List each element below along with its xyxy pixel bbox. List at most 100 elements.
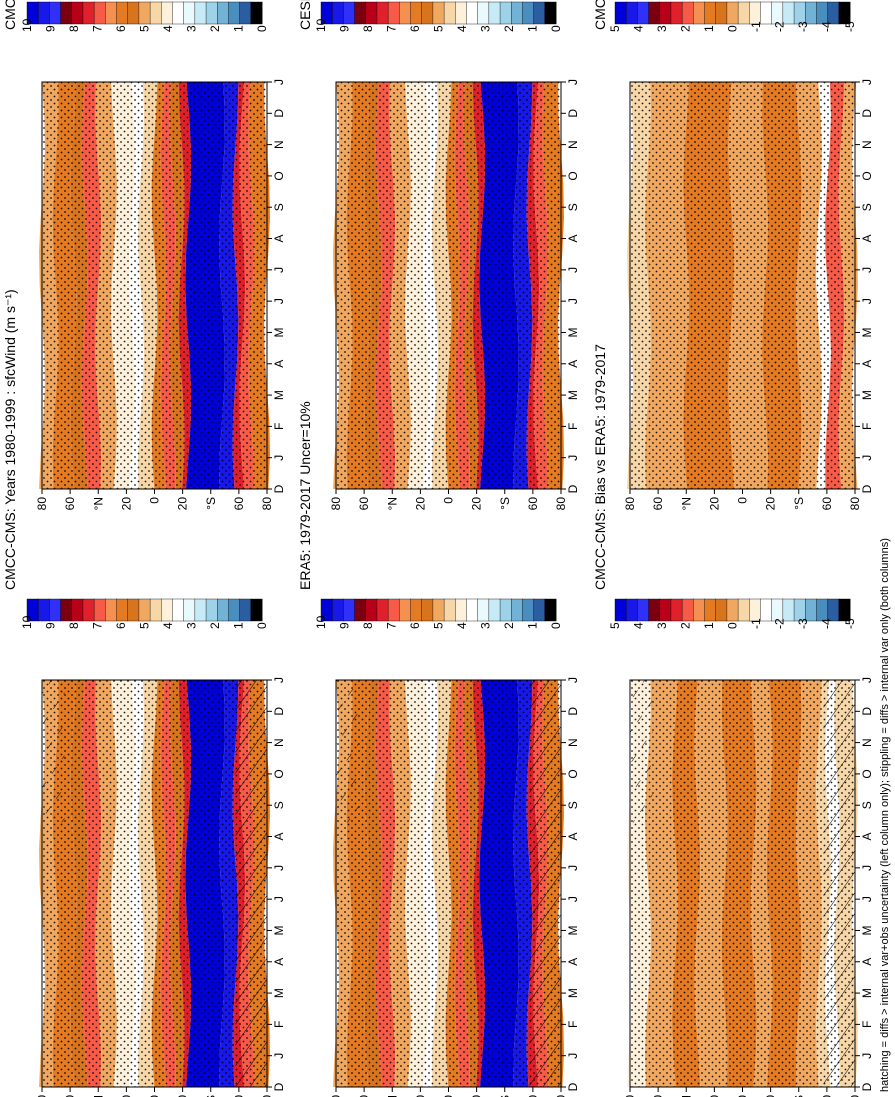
panel-title-left-bottom: CMCC-CMS: Bias vs ERA5: 1979-2017: [592, 344, 608, 590]
colorbar-right-bottom: 5 4 3 2 1 0 -1 -2 -3 -4 -5: [608, 1, 857, 32]
colorbar-swatch: [726, 1, 739, 25]
colorbar-swatch: [127, 1, 140, 25]
lat-tick-label: 80: [623, 1095, 637, 1097]
colorbar-swatch: [343, 1, 356, 25]
figure-footnote: hatching = diffs > internal var+obs unce…: [879, 538, 891, 1092]
colorbar-swatch: [704, 598, 717, 622]
colorbar-swatch: [544, 598, 557, 622]
colorbar-swatch: [533, 1, 546, 25]
lat-tick-label: 60: [232, 1095, 246, 1097]
colorbar-swatch: [793, 1, 806, 25]
panel-cmcc-climatology-right: 10 9 8 7 6 5 4 3 2 1 0 80 60 °N 20 0 20 °S 60 80DJFMAMJJAS…: [2, 0, 286, 510]
colorbar-swatch: [387, 1, 400, 25]
colorbar-swatch: [250, 1, 263, 25]
colorbar-swatch: [625, 598, 638, 622]
heatmap-right-bottom: 80 60 °N 20 0 20 °S 60 80 D J F M A M J J A S O N D J: [623, 79, 874, 510]
colorbar-left-top: 10 9 8 7 6 5 4 3 2 1 0: [20, 598, 269, 629]
lat-tick-label: °N: [385, 1095, 399, 1097]
month-label: N: [272, 140, 286, 149]
colorbar-swatch: [432, 598, 445, 622]
month-label: A: [566, 958, 580, 966]
month-label: J: [272, 267, 286, 273]
colorbar-swatch: [544, 1, 557, 25]
colorbar-tick-label: 4: [632, 622, 646, 629]
colorbar-tick-label: -4: [820, 21, 834, 32]
colorbar-tick-label: 9: [338, 622, 352, 629]
colorbar-swatch: [399, 598, 412, 622]
colorbar-swatch: [217, 1, 229, 25]
colorbar-tick-label: 2: [679, 25, 693, 32]
month-label: M: [272, 925, 286, 935]
colorbar-swatch: [511, 598, 523, 622]
lat-tick-label: 80: [329, 1095, 343, 1097]
stippling-overlay: [42, 82, 267, 489]
colorbar-tick-label: 3: [185, 622, 199, 629]
month-label: J: [566, 865, 580, 871]
lat-tick-label: 20: [764, 1095, 778, 1097]
lat-tick-label: 0: [736, 1095, 750, 1097]
colorbar-tick-label: 6: [408, 25, 422, 32]
colorbar-tick-label: 8: [361, 25, 375, 32]
month-label: M: [272, 988, 286, 998]
colorbar-swatch: [60, 1, 73, 25]
colorbar-swatch: [354, 1, 367, 25]
heatmap-left-middle: 80 60 °N 20 0 20 °S 60 80 D J F M A M J J A S O N D J: [329, 677, 580, 1097]
lat-tick-label: 20: [119, 497, 133, 511]
colorbar-swatch: [805, 1, 817, 25]
colorbar-tick-label: -3: [796, 618, 810, 629]
hatching-overlay: [823, 680, 855, 1087]
colorbar-swatch: [681, 1, 694, 25]
lat-tick-label: 80: [554, 1095, 568, 1097]
colorbar-swatch: [161, 598, 173, 622]
colorbar-swatch: [331, 598, 344, 622]
month-label: O: [566, 769, 580, 778]
month-label: N: [860, 140, 874, 149]
lat-tick-label: 80: [329, 497, 343, 511]
stippling-overlay: [42, 680, 267, 1087]
colorbar-swatch: [376, 1, 389, 25]
colorbar-tick-label: 2: [208, 622, 222, 629]
stippling-overlay: [336, 680, 561, 1087]
month-label: M: [566, 925, 580, 935]
colorbar-swatch: [749, 1, 761, 25]
colorbar-swatch: [760, 1, 773, 25]
colorbar-swatch: [805, 598, 817, 622]
colorbar-tick-label: 4: [161, 622, 175, 629]
colorbar-swatch: [488, 1, 501, 25]
colorbar-swatch: [715, 1, 728, 25]
colorbar-tick-label: 1: [702, 25, 716, 32]
lat-tick-label: 60: [651, 497, 665, 511]
month-label: J: [860, 1053, 874, 1059]
colorbar-swatch: [816, 1, 829, 25]
colorbar-swatch: [793, 598, 806, 622]
colorbar-swatch: [194, 598, 207, 622]
panel-title-left-middle: ERA5: 1979-2017 Uncer=10%: [297, 401, 313, 590]
colorbar-swatch: [105, 598, 118, 622]
colorbar-tick-label: 5: [432, 25, 446, 32]
month-label: S: [566, 203, 580, 211]
colorbar-tick-label: 7: [91, 25, 105, 32]
heatmap-left-bottom: 80 60 °N 20 0 20 °S 60 80 D J F M A M J J A S O N D J: [623, 677, 874, 1097]
hatching-overlay: [336, 680, 359, 823]
lat-tick-label: °N: [91, 1095, 105, 1097]
colorbar-tick-label: 5: [608, 622, 622, 629]
colorbar-swatch: [614, 1, 627, 25]
month-label: S: [566, 801, 580, 809]
colorbar-swatch: [749, 598, 761, 622]
stippling-overlay: [630, 82, 855, 489]
lat-tick-label: 20: [413, 497, 427, 511]
colorbar-tick-label: 10: [314, 18, 328, 32]
month-label: J: [272, 79, 286, 85]
colorbar-swatch: [477, 598, 490, 622]
month-label: J: [566, 677, 580, 683]
colorbar-right-middle: 10 9 8 7 6 5 4 3 2 1 0: [314, 1, 563, 32]
colorbar-swatch: [410, 598, 423, 622]
month-label: S: [860, 801, 874, 809]
colorbar-swatch: [331, 1, 344, 25]
colorbar-swatch: [71, 598, 84, 622]
colorbar-tick-label: 3: [479, 622, 493, 629]
lat-tick-label: 60: [820, 497, 834, 511]
colorbar-swatch: [782, 1, 795, 25]
month-label: N: [272, 738, 286, 747]
colorbar-tick-label: -1: [749, 618, 763, 629]
